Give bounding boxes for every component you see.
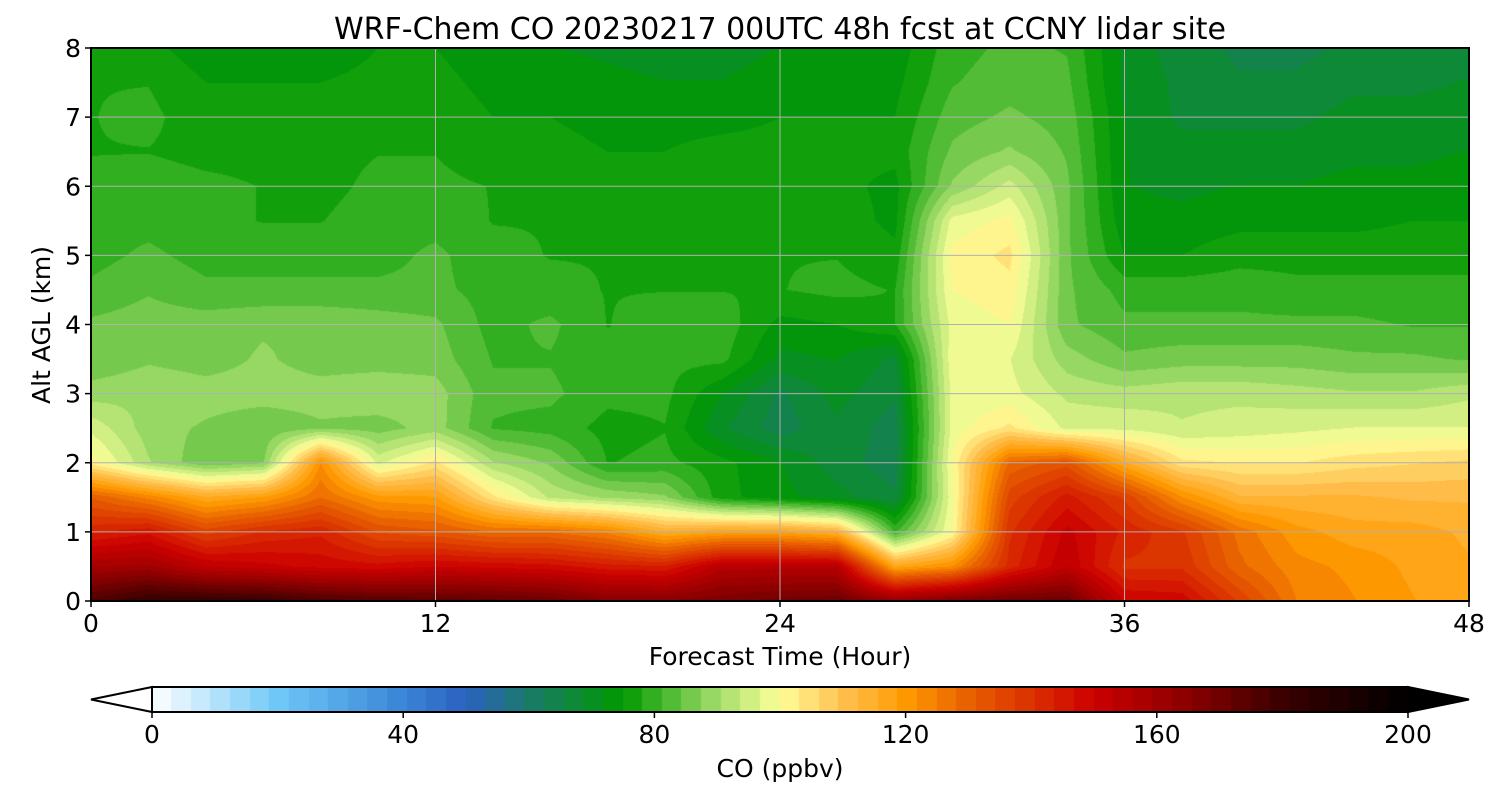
colorbar-extend-high xyxy=(1407,685,1470,714)
x-tick-label: 24 xyxy=(764,609,796,638)
x-axis-ticks: 0 12 24 36 48 xyxy=(83,601,1485,638)
x-tick-label: 0 xyxy=(83,609,99,638)
colorbar-frame xyxy=(151,686,1409,713)
colorbar-tick-label: 40 xyxy=(387,720,419,749)
y-tick-label: 0 xyxy=(65,587,81,616)
y-tick-label: 2 xyxy=(65,449,81,478)
x-tick-label: 36 xyxy=(1109,609,1141,638)
x-tick-label: 48 xyxy=(1453,609,1485,638)
x-tick-label: 12 xyxy=(420,609,452,638)
colorbar-gradient xyxy=(152,687,1408,712)
y-axis-label: Alt AGL (km) xyxy=(27,246,56,404)
colorbar-tick-label: 200 xyxy=(1384,720,1432,749)
colorbar-ticks: 0 40 80 120 160 200 xyxy=(144,712,1432,749)
y-tick-label: 1 xyxy=(65,518,81,547)
chart-title: WRF-Chem CO 20230217 00UTC 48h fcst at C… xyxy=(334,12,1226,47)
y-tick-label: 3 xyxy=(65,380,81,409)
y-tick-label: 8 xyxy=(65,34,81,63)
y-tick-label: 7 xyxy=(65,103,81,132)
plot-area xyxy=(90,47,1470,602)
y-tick-label: 6 xyxy=(65,172,81,201)
colorbar-extend-low xyxy=(90,685,153,714)
y-tick-label: 4 xyxy=(65,311,81,340)
grid-lines xyxy=(91,48,1469,601)
colorbar: 0 40 80 120 160 200 CO (ppbv) xyxy=(90,685,1470,783)
colorbar-tick-label: 160 xyxy=(1133,720,1181,749)
x-axis-label: Forecast Time (Hour) xyxy=(649,642,912,671)
colorbar-label: CO (ppbv) xyxy=(717,754,844,783)
colorbar-tick-label: 80 xyxy=(638,720,670,749)
y-axis-ticks: 0 1 2 3 4 5 6 7 8 xyxy=(65,34,91,616)
colorbar-tick-label: 120 xyxy=(882,720,930,749)
colorbar-tick-label: 0 xyxy=(144,720,160,749)
y-tick-label: 5 xyxy=(65,241,81,270)
